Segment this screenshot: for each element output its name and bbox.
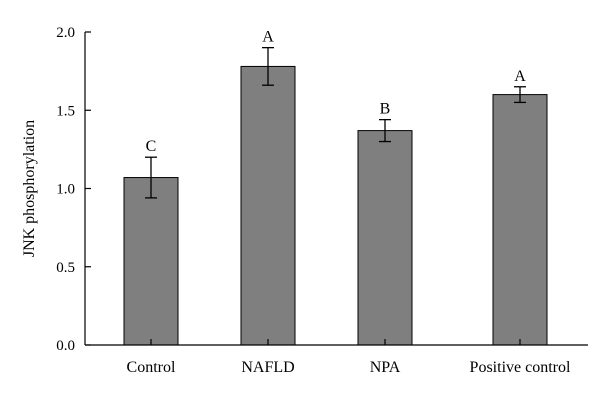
bar bbox=[240, 65, 296, 346]
x-tick-label: Control bbox=[127, 359, 176, 376]
y-tick-label: 0.0 bbox=[56, 338, 75, 354]
y-axis-title: JNK phosphorylation bbox=[21, 120, 38, 257]
bar bbox=[357, 130, 413, 346]
y-tick-label: 1.5 bbox=[56, 103, 75, 119]
bar bbox=[492, 94, 548, 346]
plot-area: 0.0 0.5 1.0 1.5 2.0 C Control A NAFLD B NPA A Positi… bbox=[56, 25, 571, 376]
y-tick-label: 1.0 bbox=[56, 182, 75, 198]
significance-label: B bbox=[380, 101, 391, 118]
significance-label: A bbox=[514, 68, 526, 85]
y-tick-label: 0.5 bbox=[56, 260, 75, 276]
x-tick-label: NAFLD bbox=[241, 359, 294, 376]
x-tick-label: NPA bbox=[370, 359, 401, 376]
significance-label: A bbox=[262, 29, 274, 46]
x-tick-label: Positive control bbox=[470, 359, 571, 376]
significance-label: C bbox=[146, 138, 157, 155]
bar bbox=[123, 177, 179, 346]
y-tick-label: 2.0 bbox=[56, 25, 75, 41]
